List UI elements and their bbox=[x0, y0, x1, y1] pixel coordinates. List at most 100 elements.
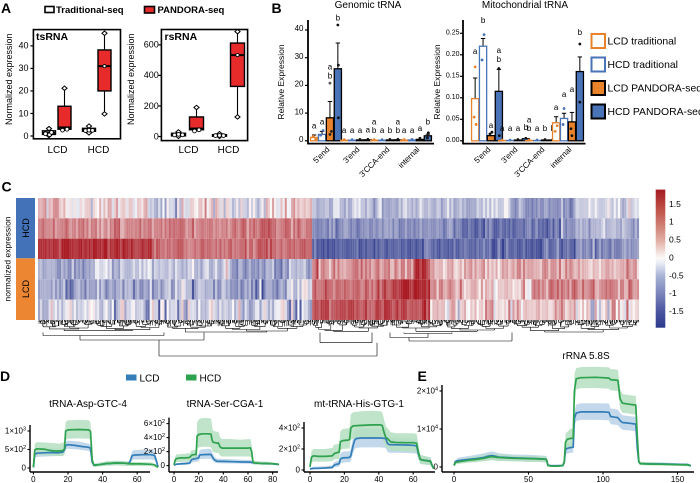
svg-text:10: 10 bbox=[295, 107, 304, 116]
svg-text:-1.5: -1.5 bbox=[669, 306, 684, 316]
svg-text:100: 100 bbox=[596, 475, 610, 483]
svg-text:a: a bbox=[366, 126, 371, 135]
svg-text:a: a bbox=[380, 126, 385, 135]
svg-text:a: a bbox=[473, 47, 478, 56]
svg-text:LCD: LCD bbox=[47, 145, 67, 156]
svg-text:1×104: 1×104 bbox=[417, 425, 438, 434]
svg-text:50: 50 bbox=[524, 475, 533, 483]
svg-text:a: a bbox=[562, 90, 567, 99]
svg-text:40: 40 bbox=[18, 41, 28, 51]
svg-text:60: 60 bbox=[133, 475, 142, 483]
svg-text:HCD PANDORA-seq: HCD PANDORA-seq bbox=[608, 107, 700, 118]
svg-text:Genomic tRNA: Genomic tRNA bbox=[335, 0, 402, 11]
svg-text:600: 600 bbox=[144, 40, 159, 50]
svg-text:1.5: 1.5 bbox=[669, 199, 681, 209]
svg-text:150: 150 bbox=[671, 475, 685, 483]
svg-text:0: 0 bbox=[299, 135, 304, 144]
svg-text:tRNA-Asp-GTC-4: tRNA-Asp-GTC-4 bbox=[49, 399, 127, 410]
svg-text:rsRNA: rsRNA bbox=[165, 31, 198, 43]
svg-text:LCD: LCD bbox=[21, 280, 31, 299]
svg-text:normalized expression: normalized expression bbox=[3, 216, 13, 301]
svg-text:a: a bbox=[328, 63, 333, 72]
svg-text:2×104: 2×104 bbox=[417, 387, 438, 396]
svg-text:80: 80 bbox=[268, 475, 277, 483]
svg-text:400: 400 bbox=[144, 70, 159, 80]
svg-text:E: E bbox=[418, 368, 427, 384]
svg-text:a: a bbox=[312, 122, 317, 131]
svg-text:a: a bbox=[396, 118, 401, 127]
svg-text:a: a bbox=[570, 85, 575, 94]
svg-text:0.05: 0.05 bbox=[446, 115, 460, 122]
svg-text:a: a bbox=[418, 124, 423, 133]
svg-text:40: 40 bbox=[219, 475, 228, 483]
svg-text:0.00: 0.00 bbox=[446, 137, 460, 144]
svg-text:20: 20 bbox=[340, 475, 349, 483]
svg-text:0.25: 0.25 bbox=[446, 29, 460, 36]
svg-text:b: b bbox=[396, 126, 401, 135]
svg-text:60: 60 bbox=[244, 475, 253, 483]
svg-text:a: a bbox=[320, 118, 325, 127]
svg-text:0: 0 bbox=[296, 466, 301, 475]
svg-text:0.15: 0.15 bbox=[446, 72, 460, 79]
svg-text:a: a bbox=[372, 118, 377, 127]
svg-text:20: 20 bbox=[295, 80, 304, 89]
svg-text:b: b bbox=[527, 124, 532, 133]
svg-text:0.10: 0.10 bbox=[446, 94, 460, 101]
svg-text:HCD traditional: HCD traditional bbox=[608, 60, 678, 71]
svg-text:b: b bbox=[524, 123, 529, 132]
svg-text:0.5: 0.5 bbox=[669, 234, 681, 244]
svg-text:1: 1 bbox=[669, 217, 674, 227]
svg-text:4×102: 4×102 bbox=[144, 433, 165, 442]
svg-text:5×102: 5×102 bbox=[5, 445, 26, 454]
svg-text:Relative Expression: Relative Expression bbox=[276, 44, 286, 119]
svg-text:C: C bbox=[2, 179, 12, 195]
svg-text:a: a bbox=[410, 126, 415, 135]
svg-text:D: D bbox=[0, 368, 10, 384]
svg-text:a: a bbox=[342, 126, 347, 135]
svg-text:40: 40 bbox=[295, 24, 304, 33]
svg-text:a: a bbox=[402, 126, 407, 135]
svg-text:a: a bbox=[527, 116, 532, 125]
svg-text:0: 0 bbox=[308, 475, 313, 483]
svg-text:20: 20 bbox=[194, 475, 203, 483]
svg-text:mt-tRNA-His-GTG-1: mt-tRNA-His-GTG-1 bbox=[314, 399, 404, 410]
svg-text:b: b bbox=[497, 55, 502, 64]
svg-text:1×103: 1×103 bbox=[5, 427, 26, 436]
svg-text:a: a bbox=[554, 103, 559, 112]
svg-text:0: 0 bbox=[22, 464, 27, 473]
svg-text:40: 40 bbox=[374, 475, 383, 483]
svg-text:2×102: 2×102 bbox=[279, 445, 300, 454]
svg-text:200: 200 bbox=[144, 101, 159, 111]
svg-text:Relative Expression: Relative Expression bbox=[432, 44, 442, 119]
svg-text:0: 0 bbox=[31, 475, 36, 483]
svg-text:Mitochondrial tRNA: Mitochondrial tRNA bbox=[482, 0, 568, 11]
svg-text:a: a bbox=[358, 126, 363, 135]
svg-text:HCD: HCD bbox=[88, 145, 110, 156]
svg-text:HCD: HCD bbox=[21, 218, 31, 238]
svg-text:HCD: HCD bbox=[218, 145, 240, 156]
svg-text:LCD PANDORA-seq: LCD PANDORA-seq bbox=[608, 84, 700, 95]
svg-text:40: 40 bbox=[98, 475, 107, 483]
svg-text:b: b bbox=[426, 118, 431, 127]
svg-text:tsRNA: tsRNA bbox=[36, 31, 69, 43]
svg-text:0: 0 bbox=[172, 475, 177, 483]
svg-text:HCD: HCD bbox=[200, 374, 222, 385]
svg-text:PANDORA-seq: PANDORA-seq bbox=[158, 5, 225, 16]
svg-text:20: 20 bbox=[64, 475, 73, 483]
svg-text:b: b bbox=[328, 72, 333, 81]
svg-text:a: a bbox=[508, 124, 513, 133]
svg-text:Traditional-seq: Traditional-seq bbox=[56, 5, 124, 16]
svg-text:a: a bbox=[500, 124, 505, 133]
svg-text:LCD: LCD bbox=[178, 145, 198, 156]
svg-text:b: b bbox=[578, 28, 583, 37]
svg-text:-0.5: -0.5 bbox=[669, 270, 684, 280]
svg-text:0: 0 bbox=[452, 475, 457, 483]
svg-text:6×102: 6×102 bbox=[144, 419, 165, 428]
svg-text:0: 0 bbox=[154, 131, 159, 141]
svg-text:30: 30 bbox=[18, 63, 28, 73]
svg-text:LCD: LCD bbox=[140, 374, 160, 385]
svg-text:tRNA-Ser-CGA-1: tRNA-Ser-CGA-1 bbox=[187, 399, 264, 410]
svg-text:b: b bbox=[372, 126, 377, 135]
svg-text:0: 0 bbox=[161, 461, 166, 470]
svg-text:0: 0 bbox=[669, 253, 674, 263]
